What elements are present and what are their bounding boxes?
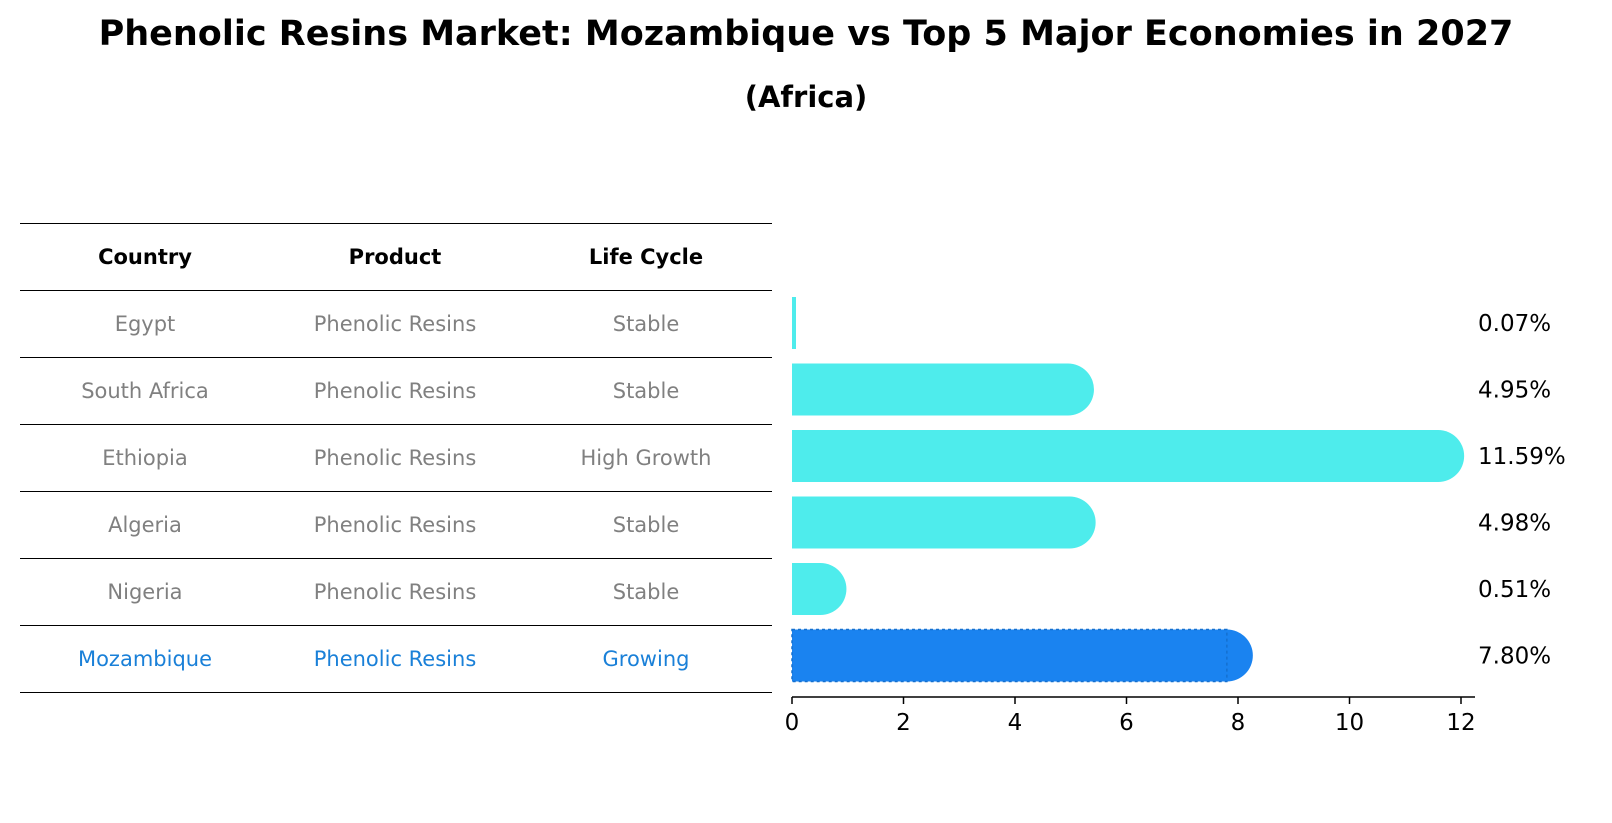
country-cell: Algeria	[20, 491, 270, 559]
bar-shape	[792, 629, 1253, 682]
x-tick-label: 12	[1446, 710, 1475, 736]
product-cell: Phenolic Resins	[270, 558, 520, 626]
life-cycle-cell: High Growth	[520, 424, 772, 492]
life-cycle-cell: Stable	[520, 357, 772, 425]
chart-title: Phenolic Resins Market: Mozambique vs To…	[98, 14, 1514, 54]
value-label: 7.80%	[1478, 644, 1551, 670]
bar-shape	[792, 363, 1094, 416]
x-tick-label: 6	[1119, 710, 1134, 736]
table-row: Egypt Phenolic Resins Stable	[20, 290, 772, 358]
table-row: Ethiopia Phenolic Resins High Growth	[20, 424, 772, 492]
life-cycle-cell: Stable	[520, 491, 772, 559]
value-label: 4.95%	[1478, 378, 1551, 404]
bar-shape	[792, 563, 847, 615]
country-cell: South Africa	[20, 357, 270, 425]
product-cell: Phenolic Resins	[270, 625, 520, 693]
country-cell: Ethiopia	[20, 424, 270, 492]
value-label: 4.98%	[1478, 511, 1551, 537]
country-cell: Mozambique	[20, 625, 270, 693]
bar-highlight-outline	[791, 628, 1228, 683]
bar-egypt: 0.07%	[792, 297, 1551, 349]
x-tick-label: 8	[1231, 710, 1246, 736]
header-country: Country	[20, 223, 270, 291]
chart-subtitle: (Africa)	[744, 80, 868, 114]
bar-mozambique: 7.80%	[791, 628, 1551, 683]
x-tick-label: 0	[785, 710, 800, 736]
table-header-row: Country Product Life Cycle	[20, 223, 772, 291]
bar-ethiopia: 11.59%	[792, 430, 1566, 482]
x-tick-label: 10	[1335, 710, 1364, 736]
product-cell: Phenolic Resins	[270, 491, 520, 559]
table-row: Algeria Phenolic Resins Stable	[20, 491, 772, 559]
table-row: South Africa Phenolic Resins Stable	[20, 357, 772, 425]
value-label: 11.59%	[1478, 444, 1566, 470]
comparison-table: Country Product Life Cycle Egypt Phenoli…	[20, 223, 772, 693]
country-cell: Nigeria	[20, 558, 270, 626]
bar-shape	[792, 496, 1096, 549]
value-label: 0.07%	[1478, 311, 1551, 337]
bar-algeria: 4.98%	[792, 496, 1551, 549]
header-life-cycle: Life Cycle	[520, 223, 772, 291]
table-row: Nigeria Phenolic Resins Stable	[20, 558, 772, 626]
bar-south-africa: 4.95%	[792, 363, 1551, 416]
life-cycle-cell: Stable	[520, 558, 772, 626]
life-cycle-cell: Growing	[520, 625, 772, 693]
bar-shape	[792, 430, 1465, 482]
table-row-highlight: Mozambique Phenolic Resins Growing	[20, 625, 772, 693]
x-tick-label: 2	[896, 710, 911, 736]
value-label: 0.51%	[1478, 577, 1551, 603]
x-tick-label: 4	[1008, 710, 1023, 736]
bar-shape	[792, 297, 796, 349]
product-cell: Phenolic Resins	[270, 357, 520, 425]
life-cycle-cell: Stable	[520, 290, 772, 358]
product-cell: Phenolic Resins	[270, 290, 520, 358]
header-product: Product	[270, 223, 520, 291]
bar-nigeria: 0.51%	[792, 563, 1551, 615]
product-cell: Phenolic Resins	[270, 424, 520, 492]
country-cell: Egypt	[20, 290, 270, 358]
